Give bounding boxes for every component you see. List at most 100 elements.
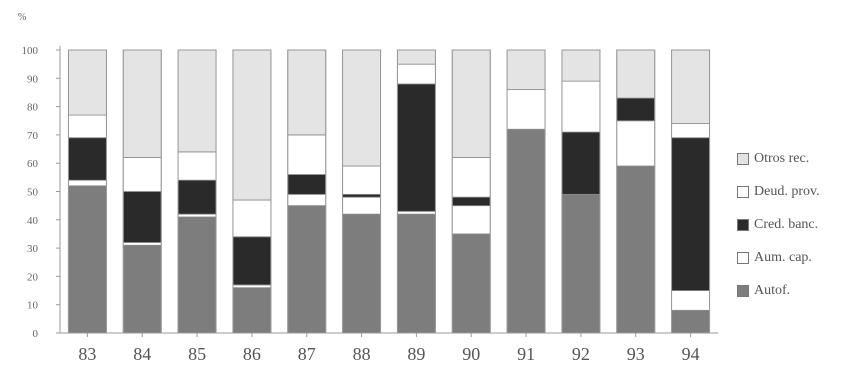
bar-segment: [287, 193, 327, 207]
y-tick-label: 10: [27, 300, 39, 312]
bar-segment: [616, 120, 656, 167]
x-tick-label: 92: [572, 344, 590, 364]
bar-segment: [397, 83, 436, 212]
bar-segment: [68, 137, 107, 181]
bar-segment: [342, 49, 381, 167]
bar-segment: [397, 63, 436, 85]
bar-segment: [451, 157, 491, 198]
bar-segment: [232, 199, 272, 238]
bar-segment: [122, 157, 162, 192]
bar-segment: [671, 137, 710, 291]
bar-segment: [451, 205, 491, 235]
bar-segment: [177, 179, 217, 215]
legend-item-autof: Autof.: [737, 278, 865, 304]
bar-segment: [561, 193, 601, 334]
bar-segment: [671, 123, 710, 139]
x-tick-label: 85: [188, 344, 206, 364]
legend-label-cred-banc: Cred. banc.: [754, 217, 819, 232]
x-tick-label: 93: [627, 344, 645, 364]
bar-segment: [122, 244, 162, 334]
bar-segment: [342, 213, 381, 334]
bar-segment: [232, 287, 272, 334]
bar-segment: [68, 179, 107, 187]
bar-segment: [122, 49, 162, 158]
legend-label-otros-rec: Otros rec.: [754, 151, 810, 166]
legend-swatch-otros-rec: [737, 153, 749, 165]
x-tick-label: 87: [298, 344, 316, 364]
legend-item-deud-prov: Deud. prov.: [737, 179, 865, 205]
bar-segment: [342, 165, 381, 195]
bar-segment: [506, 49, 546, 91]
bar-segment: [671, 309, 710, 334]
bar-segment: [451, 233, 491, 334]
y-tick-label: 40: [27, 215, 39, 227]
x-tick-label: 94: [682, 344, 700, 364]
bar-segment: [342, 196, 381, 215]
x-tick-label: 90: [462, 344, 480, 364]
x-tick-label: 84: [133, 344, 151, 364]
x-axis-labels: 83 84 85 86 87 88 89 90 91 92 93 94: [78, 333, 700, 364]
bar-segment: [561, 49, 601, 82]
x-tick-label: 83: [78, 344, 96, 364]
y-tick-label: 60: [27, 158, 39, 170]
bar-segment: [177, 151, 217, 181]
x-tick-label: 86: [243, 344, 261, 364]
bar-segment: [287, 134, 327, 175]
bar-segment: [68, 114, 107, 139]
y-tick-label: 30: [27, 243, 39, 255]
bar-segment: [506, 128, 546, 334]
bar-segment: [451, 196, 491, 207]
legend-item-otros-rec: Otros rec.: [737, 146, 865, 172]
bar-segment: [177, 49, 217, 153]
x-tick-label: 89: [407, 344, 425, 364]
bar-segment: [122, 191, 162, 243]
bar-segment: [177, 213, 217, 218]
legend-item-cred-banc: Cred. banc.: [737, 212, 865, 238]
bar-segment: [561, 80, 601, 133]
bars-group: [67, 49, 711, 334]
bar-segment: [342, 193, 381, 198]
y-axis-ticks: 0 10 20 30 40 50 60 70 80 90 100: [22, 45, 60, 340]
bar-segment: [397, 49, 436, 65]
legend-label-deud-prov: Deud. prov.: [754, 184, 820, 199]
bar-segment: [68, 49, 107, 116]
y-tick-label: 100: [22, 45, 39, 57]
bar-segment: [451, 49, 491, 158]
bar-segment: [616, 97, 656, 122]
legend-swatch-cred-banc: [737, 219, 749, 231]
bar-segment: [506, 89, 546, 130]
bar-segment: [616, 49, 656, 99]
bar-segment: [671, 290, 710, 311]
bar-segment: [177, 216, 217, 334]
legend-item-aum-cap: Aum. cap.: [737, 245, 865, 271]
y-tick-label: 20: [27, 271, 39, 283]
bar-segment: [232, 284, 272, 289]
legend-label-autof: Autof.: [754, 283, 791, 298]
bar-segment: [68, 185, 107, 334]
legend-swatch-autof: [737, 285, 749, 297]
bar-segment: [616, 165, 656, 334]
y-tick-label: 50: [27, 187, 39, 199]
y-tick-label: 0: [33, 328, 39, 340]
bar-segment: [122, 242, 162, 246]
legend: Otros rec. Deud. prov. Cred. banc. Aum. …: [737, 146, 865, 311]
bar-segment: [397, 210, 436, 215]
legend-swatch-deud-prov: [737, 186, 749, 198]
bar-segment: [287, 174, 327, 195]
bar-segment: [561, 131, 601, 195]
legend-label-aum-cap: Aum. cap.: [754, 250, 812, 265]
bar-segment: [287, 49, 327, 136]
x-tick-label: 88: [353, 344, 371, 364]
unit-label: %: [18, 12, 26, 23]
y-tick-label: 90: [27, 73, 39, 85]
bar-segment: [232, 49, 272, 201]
bar-segment: [671, 49, 710, 124]
y-tick-label: 80: [27, 102, 39, 114]
x-tick-label: 91: [517, 344, 535, 364]
bar-segment: [397, 213, 436, 334]
y-tick-label: 70: [27, 130, 39, 142]
bar-segment: [287, 205, 327, 334]
legend-swatch-aum-cap: [737, 252, 749, 264]
bar-segment: [232, 236, 272, 286]
